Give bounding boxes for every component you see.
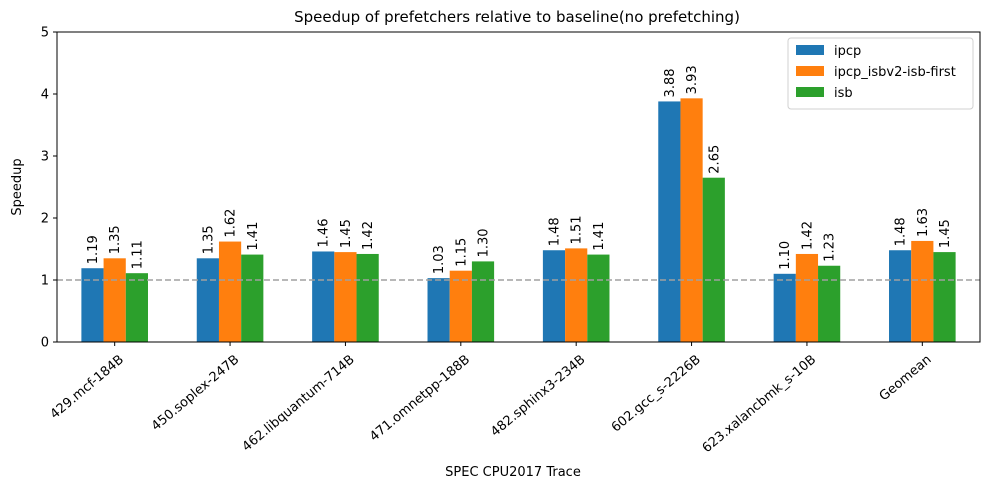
bar-value-label: 1.19 (86, 235, 101, 264)
legend-box (787, 37, 974, 110)
y-tick-label: 5 (41, 26, 49, 41)
bar-ipcp-2 (312, 251, 335, 342)
bar-ipcp-isbv2-isb-first-0 (103, 258, 126, 342)
x-tick-label: 623.xalancbmk_s-10B (700, 352, 820, 456)
bar-value-label: 1.42 (800, 221, 815, 250)
bar-isb-0 (125, 273, 148, 342)
bar-ipcp-isbv2-isb-first-1 (218, 241, 242, 342)
plot-frame (56, 31, 981, 343)
bar-value-label: 3.88 (663, 68, 678, 97)
bar-ipcp-1 (196, 258, 219, 342)
bar-value-label: 2.65 (707, 145, 722, 174)
bar-ipcp-isbv2-isb-first-6 (795, 253, 819, 342)
y-axis-label: Speedup (10, 158, 25, 215)
x-tick-label: 602.gcc_s-2226B (609, 352, 704, 435)
bar-isb-1 (241, 254, 264, 342)
x-tick-label: 462.libquantum-714B (240, 352, 358, 454)
bar-value-label: 1.45 (938, 219, 953, 248)
bar-ipcp-6 (773, 273, 796, 342)
legend-swatch (796, 87, 824, 97)
bar-value-label: 1.46 (317, 219, 332, 248)
bar-value-label: 1.51 (570, 215, 585, 244)
bar-value-label: 1.15 (454, 238, 469, 267)
legend-entry: ipcp (834, 44, 861, 59)
bar-value-label: 1.63 (916, 208, 931, 237)
bar-ipcp-4 (542, 250, 566, 342)
legend-entry: isb (834, 86, 853, 101)
chart-title: Speedup of prefetchers relative to basel… (294, 8, 740, 26)
y-tick-label: 2 (41, 212, 49, 227)
bar-value-label: 1.23 (823, 233, 838, 262)
bar-isb-6 (818, 265, 841, 342)
x-tick-label: 482.sphinx3-234B (488, 352, 588, 440)
bar-isb-3 (471, 261, 495, 342)
bar-isb-2 (356, 253, 379, 342)
bar-value-label: 1.48 (894, 217, 909, 246)
bar-ipcp-isbv2-isb-first-7 (911, 240, 934, 342)
bar-ipcp-isbv2-isb-first-2 (334, 252, 357, 342)
x-axis-label: SPEC CPU2017 Trace (445, 465, 581, 480)
bar-isb-5 (702, 177, 725, 342)
x-tick-label: 471.omnetpp-188B (367, 352, 473, 444)
bar-isb-7 (933, 252, 956, 342)
bar-value-label: 1.48 (547, 217, 562, 246)
bar-ipcp-0 (81, 268, 104, 342)
x-tick-label: 450.soplex-247B (149, 352, 242, 434)
bar-isb-4 (587, 254, 610, 342)
bar-value-label: 1.42 (361, 221, 376, 250)
bar-ipcp-7 (889, 250, 912, 342)
bar-ipcp-3 (427, 278, 450, 342)
bar-value-label: 1.41 (246, 222, 261, 251)
y-tick-label: 4 (41, 88, 49, 103)
y-tick-label: 3 (41, 150, 49, 165)
bar-ipcp-isbv2-isb-first-4 (565, 248, 588, 342)
bar-ipcp-5 (658, 101, 681, 342)
bar-ipcp-isbv2-isb-first-5 (680, 98, 703, 342)
bar-value-label: 3.93 (685, 65, 700, 94)
legend-swatch (796, 45, 824, 55)
legend-entry: ipcp_isbv2-isb-first (834, 65, 956, 80)
y-tick-label: 1 (41, 274, 49, 289)
bar-value-label: 1.41 (592, 222, 607, 251)
bar-value-label: 1.11 (130, 240, 145, 269)
bar-value-label: 1.35 (108, 225, 123, 254)
bar-ipcp-isbv2-isb-first-3 (449, 270, 472, 342)
bar-value-label: 1.62 (224, 209, 239, 238)
bar-value-label: 1.45 (339, 219, 354, 248)
x-tick-label: 429.mcf-184B (48, 352, 127, 422)
bar-value-label: 1.03 (432, 245, 447, 274)
bar-value-label: 1.10 (778, 241, 793, 270)
bar-value-label: 1.30 (477, 228, 492, 257)
bar-value-label: 1.35 (201, 225, 216, 254)
y-tick-label: 0 (41, 336, 49, 351)
x-tick-label: Geomean (877, 352, 935, 404)
legend-swatch (796, 66, 824, 76)
